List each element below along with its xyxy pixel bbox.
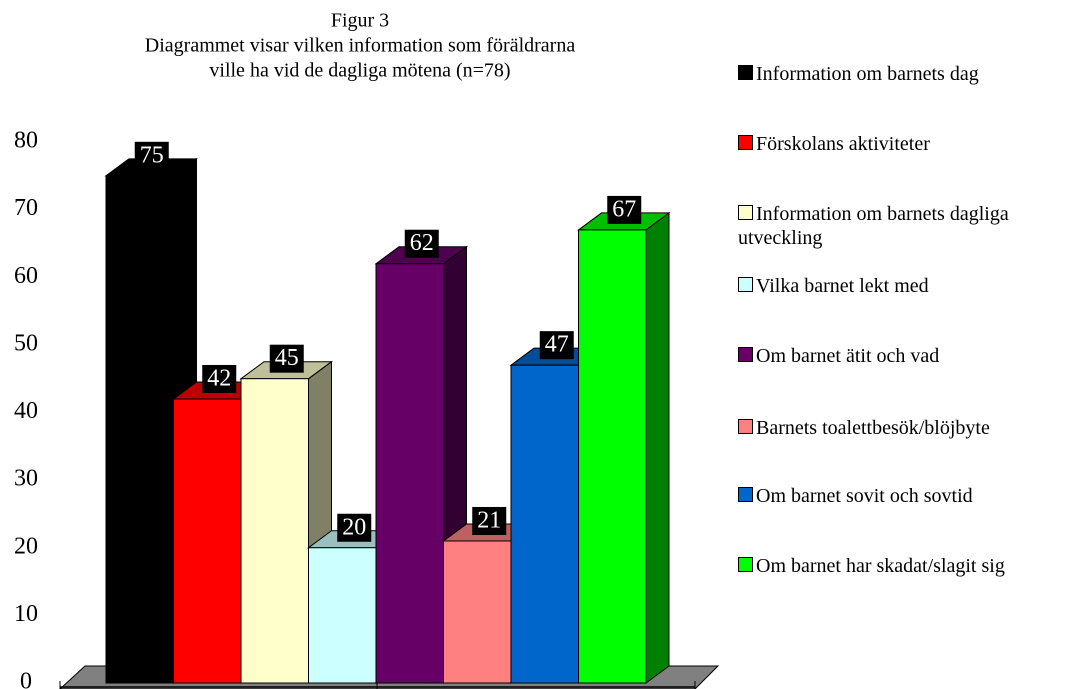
chart-title: Figur 3 [331, 10, 389, 32]
legend-item: Vilka barnet lekt med [738, 274, 1090, 298]
y-tick-label: 20 [14, 533, 38, 559]
legend-swatch [738, 557, 753, 572]
data-label: 75 [140, 142, 164, 168]
bar-front [578, 229, 647, 684]
data-label-box [337, 513, 372, 542]
legend-swatch [738, 205, 753, 220]
legend-swatch [738, 65, 753, 80]
y-tick-label: 10 [14, 601, 38, 627]
data-label: 62 [410, 230, 434, 256]
y-tick-label: 30 [14, 466, 38, 492]
legend-swatch [738, 487, 753, 502]
data-label-box [269, 344, 304, 373]
legend-item: Om barnet ätit och vad [738, 344, 1090, 368]
bar-side [645, 211, 670, 684]
data-label-box [539, 331, 574, 360]
bar-front [510, 364, 579, 684]
legend-label: Information om barnets dagliga utvecklin… [738, 203, 1009, 249]
bar-front [105, 175, 174, 684]
data-label: 47 [545, 332, 569, 358]
data-label: 67 [612, 196, 636, 222]
data-label-box [607, 195, 642, 224]
legend-label: Information om barnets dag [756, 63, 979, 85]
y-tick-label: 80 [14, 128, 38, 154]
bar-front [375, 263, 444, 684]
bar-front [173, 398, 242, 684]
data-label-box [202, 364, 237, 393]
legend-swatch [738, 347, 753, 362]
legend-label: Om barnet sovit och sovtid [756, 485, 973, 507]
legend-item: Information om barnets dagliga utvecklin… [738, 202, 1090, 250]
legend-label: Vilka barnet lekt med [756, 275, 929, 297]
y-tick-label: 40 [14, 398, 38, 424]
bar-front [308, 547, 377, 684]
y-tick-label: 50 [14, 330, 38, 356]
legend-item: Barnets toalettbesök/blöjbyte [738, 416, 1090, 440]
data-label-box [134, 141, 169, 170]
y-tick-label: 0 [20, 669, 32, 689]
legend-item: Förskolans aktiviteter [738, 132, 1090, 156]
y-tick-label: 60 [14, 263, 38, 289]
chart-subtitle: Diagrammet visar vilken information som … [145, 35, 576, 57]
bar-front [443, 540, 512, 684]
bar [374, 245, 469, 684]
chart-subtitle: ville ha vid de dagliga mötena (n=78) [209, 60, 510, 82]
bar-front [240, 378, 309, 684]
legend-label: Om barnet har skadat/slagit sig [756, 555, 1005, 577]
legend-item: Information om barnets dag [738, 62, 1090, 86]
data-label: 45 [275, 345, 299, 371]
legend-swatch [738, 135, 753, 150]
legend-item: Om barnet sovit och sovtid [738, 484, 1090, 508]
data-label: 20 [342, 514, 366, 540]
data-label: 21 [477, 507, 501, 533]
legend-label: Barnets toalettbesök/blöjbyte [756, 417, 990, 439]
legend-swatch [738, 277, 753, 292]
data-label-box [472, 506, 507, 535]
data-label-box [404, 229, 439, 258]
bar [576, 211, 671, 684]
data-label: 42 [207, 365, 231, 391]
legend-swatch [738, 419, 753, 434]
legend-item: Om barnet har skadat/slagit sig [738, 554, 1090, 578]
y-tick-label: 70 [14, 195, 38, 221]
legend-label: Om barnet ätit och vad [756, 345, 940, 367]
legend-label: Förskolans aktiviteter [756, 133, 930, 155]
